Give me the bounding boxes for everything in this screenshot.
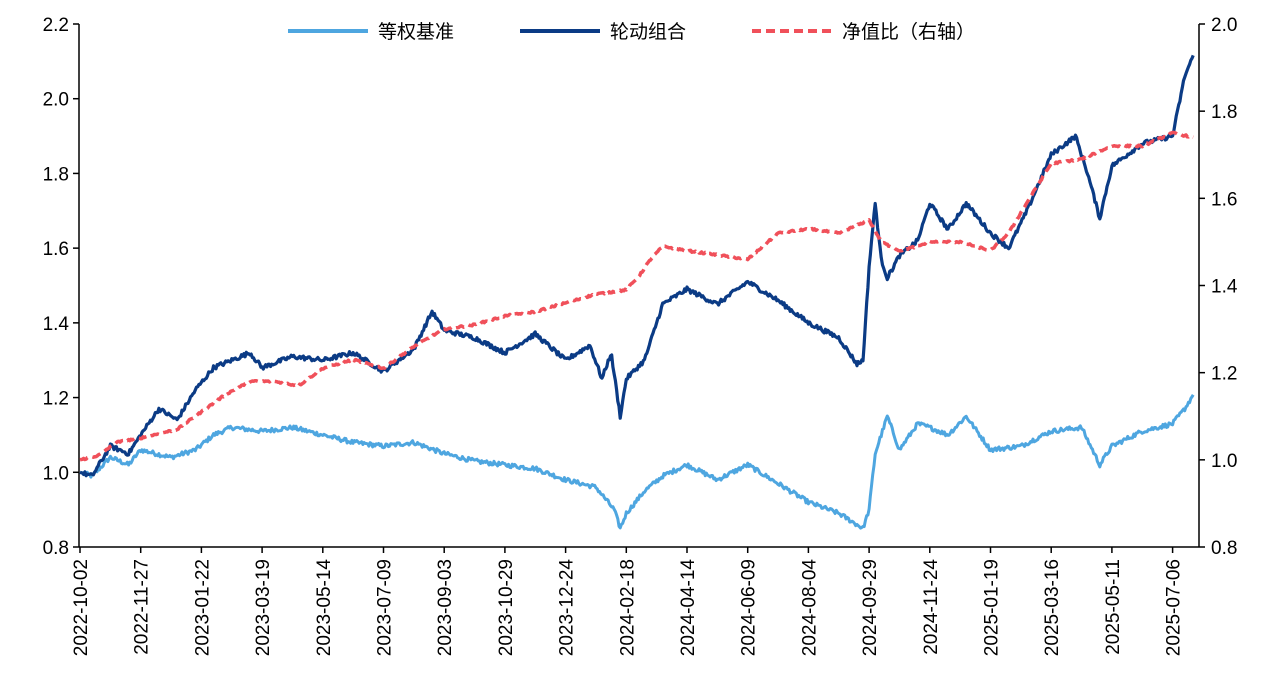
legend-label-equal-weight: 等权基准 — [378, 21, 454, 43]
x-tick-label: 2024-11-24 — [921, 559, 942, 655]
y-tick-label-left: 1.8 — [43, 164, 69, 185]
series-line-nav-ratio — [79, 130, 1194, 462]
y-tick-label-left: 1.2 — [43, 389, 69, 410]
legend-label-nav-ratio: 净值比（右轴） — [842, 21, 975, 43]
x-tick-label: 2023-05-14 — [314, 559, 335, 657]
x-tick-label: 2023-07-09 — [375, 559, 396, 656]
series-layer — [79, 54, 1195, 530]
x-tick-label: 2024-06-09 — [739, 559, 760, 656]
x-tick-label: 2025-03-16 — [1042, 559, 1063, 656]
x-tick-label: 2023-01-22 — [192, 559, 213, 656]
x-tick-label: 2023-09-03 — [435, 559, 456, 656]
x-tick-label: 2025-07-06 — [1164, 559, 1185, 656]
y-tick-label-right: 2.0 — [1211, 15, 1237, 36]
x-tick-label: 2024-09-29 — [860, 559, 881, 656]
series-line-equal-weight — [79, 394, 1195, 530]
x-tick-label: 2023-10-29 — [496, 559, 517, 656]
y-tick-label-left: 2.2 — [43, 15, 69, 36]
x-tick-label: 2024-02-18 — [617, 559, 638, 656]
legend-label-rotation: 轮动组合 — [610, 21, 686, 43]
y-tick-label-right: 0.8 — [1211, 538, 1237, 559]
y-tick-label-left: 0.8 — [43, 538, 69, 559]
x-tick-label: 2022-10-02 — [71, 559, 92, 656]
x-tick-label: 2023-12-24 — [557, 559, 578, 657]
y-tick-label-left: 2.0 — [43, 90, 69, 111]
series-line-rotation — [79, 54, 1195, 478]
x-tick-label: 2024-08-04 — [799, 559, 820, 657]
legend: 等权基准 轮动组合 净值比（右轴） — [288, 21, 975, 43]
y-tick-label-right: 1.4 — [1211, 277, 1238, 298]
x-tick-label: 2023-03-19 — [253, 559, 274, 656]
x-tick-label: 2025-05-11 — [1103, 559, 1124, 655]
y-tick-label-right: 1.0 — [1211, 451, 1237, 472]
y-tick-label-left: 1.4 — [43, 314, 70, 335]
y-tick-label-left: 1.0 — [43, 463, 69, 484]
x-tick-label: 2025-01-19 — [982, 559, 1003, 656]
x-tick-label: 2024-04-14 — [678, 559, 699, 657]
y-tick-label-left: 1.6 — [43, 239, 69, 260]
y-tick-label-right: 1.8 — [1211, 102, 1237, 123]
axes: 0.8 1.0 1.2 1.4 1.6 1.8 2.0 2.2 0.8 1.0 1.2 1.4 1.6 1… — [43, 15, 1238, 656]
x-tick-label: 2022-11-27 — [132, 559, 153, 655]
y-tick-label-right: 1.6 — [1211, 189, 1237, 210]
y-tick-label-right: 1.2 — [1211, 364, 1237, 385]
